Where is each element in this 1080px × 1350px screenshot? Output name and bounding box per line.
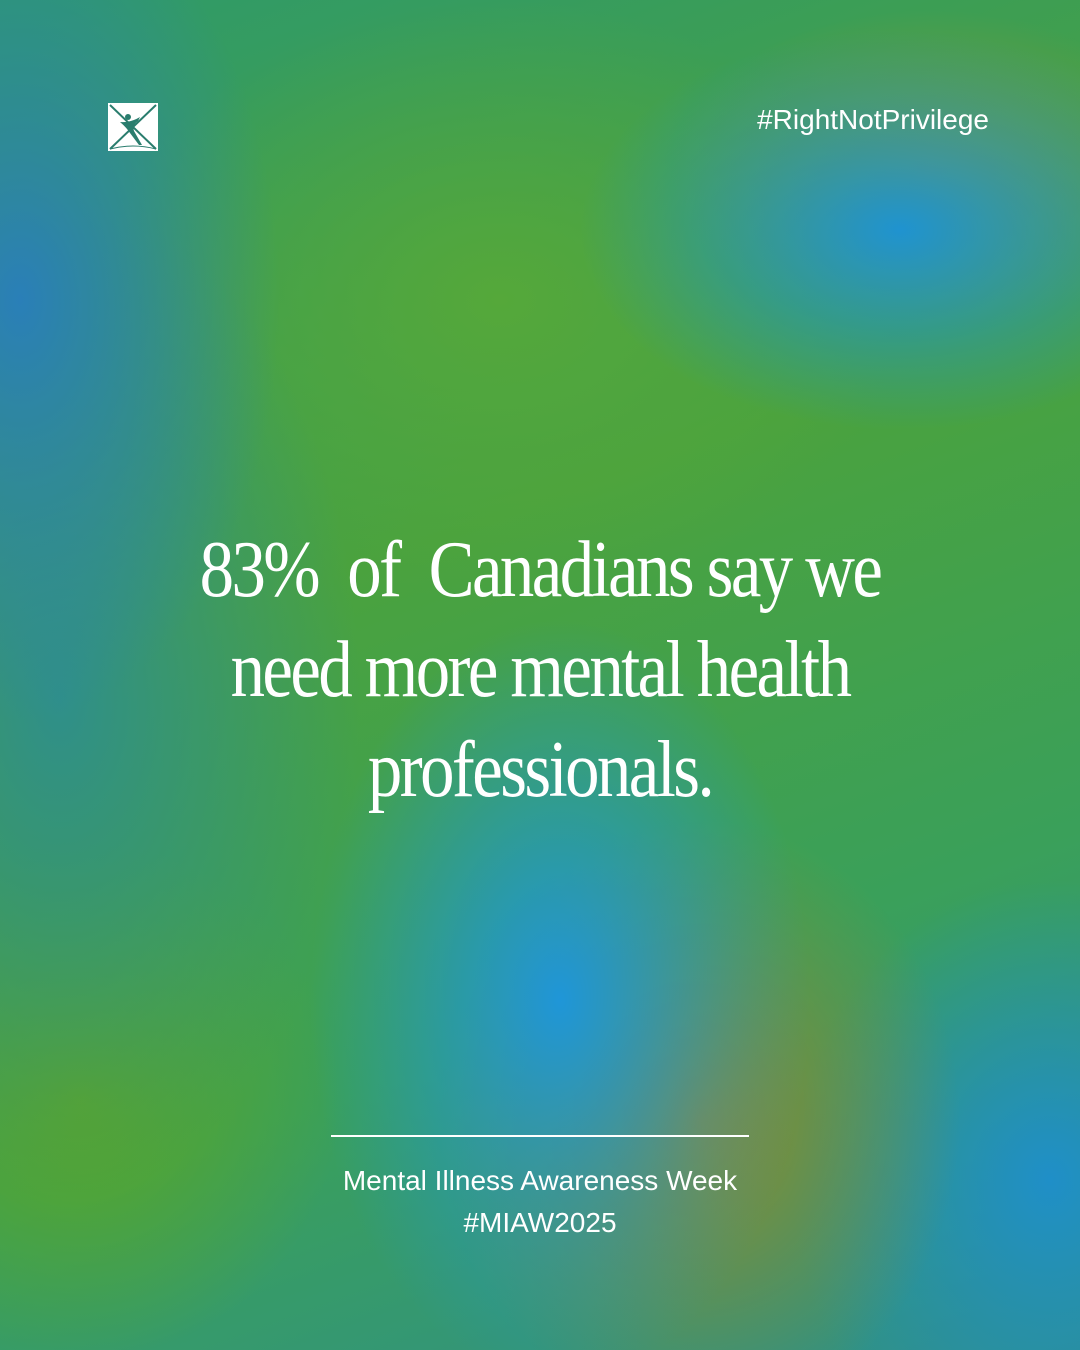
headline: 83% of Canadians say we need more mental… (76, 520, 1005, 820)
event-name: Mental Illness Awareness Week (342, 1165, 738, 1196)
footer: Mental Illness Awareness Week #MIAW2025 (0, 1160, 1080, 1244)
headline-line: professionals. (367, 726, 715, 814)
divider (331, 1135, 749, 1137)
event-hashtag: #MIAW2025 (463, 1207, 617, 1238)
headline-line: 83% of Canadians say we (199, 526, 883, 614)
campaign-hashtag: #RightNotPrivilege (757, 104, 989, 135)
headline-line: need more mental health (230, 626, 852, 714)
organization-logo-icon (108, 103, 158, 151)
